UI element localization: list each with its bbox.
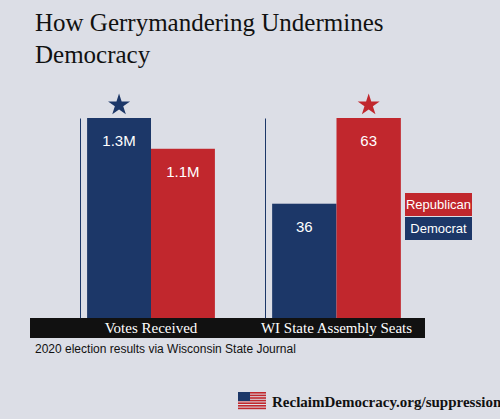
- winner-star: [358, 93, 380, 114]
- bars: [272, 118, 401, 318]
- y-axis-line: [265, 119, 266, 319]
- chart-title: How Gerrymandering UnderminesDemocracy: [35, 9, 384, 68]
- flag-stripe: [238, 405, 266, 407]
- chart-root: How Gerrymandering UnderminesDemocracy 1.…: [0, 0, 500, 419]
- data-label: 63: [360, 132, 377, 149]
- flag-canton: [238, 392, 250, 401]
- legend-swatch: [405, 193, 472, 216]
- winner-star: [108, 93, 130, 114]
- x-tick: Votes Received: [105, 318, 198, 336]
- bar: [87, 118, 151, 318]
- data-label: 1.1M: [166, 163, 199, 180]
- flag-stripe: [238, 402, 266, 404]
- data-label: 1.3M: [102, 132, 135, 149]
- flag-stripe: [238, 408, 266, 410]
- x-tick-label: WI State Assembly Seats: [261, 320, 412, 336]
- bar: [337, 118, 401, 318]
- legend-label: Democrat: [410, 221, 467, 236]
- y-axis: [265, 119, 266, 319]
- x-axis: Votes Received: [81, 318, 223, 336]
- bar: [151, 149, 215, 318]
- bars: [87, 118, 215, 318]
- x-tick: WI State Assembly Seats: [261, 318, 412, 336]
- y-axis-line: [80, 119, 81, 319]
- x-axis-line: [81, 318, 223, 319]
- category-band: [30, 318, 425, 338]
- data-label: 36: [296, 218, 313, 235]
- credit: ReclaimDemocracy.org/suppression: [272, 394, 500, 410]
- x-axis-line: [266, 318, 409, 319]
- legend-label: Republican: [406, 197, 471, 212]
- background: [0, 0, 500, 419]
- source-note: 2020 election results via Wisconsin Stat…: [35, 342, 296, 356]
- x-axis: WI State Assembly Seats: [261, 318, 412, 336]
- legend-swatch: [405, 217, 472, 240]
- bar: [272, 204, 336, 318]
- x-tick-label: Votes Received: [105, 320, 198, 336]
- flag-icon: [238, 392, 266, 409]
- y-axis: [80, 119, 81, 319]
